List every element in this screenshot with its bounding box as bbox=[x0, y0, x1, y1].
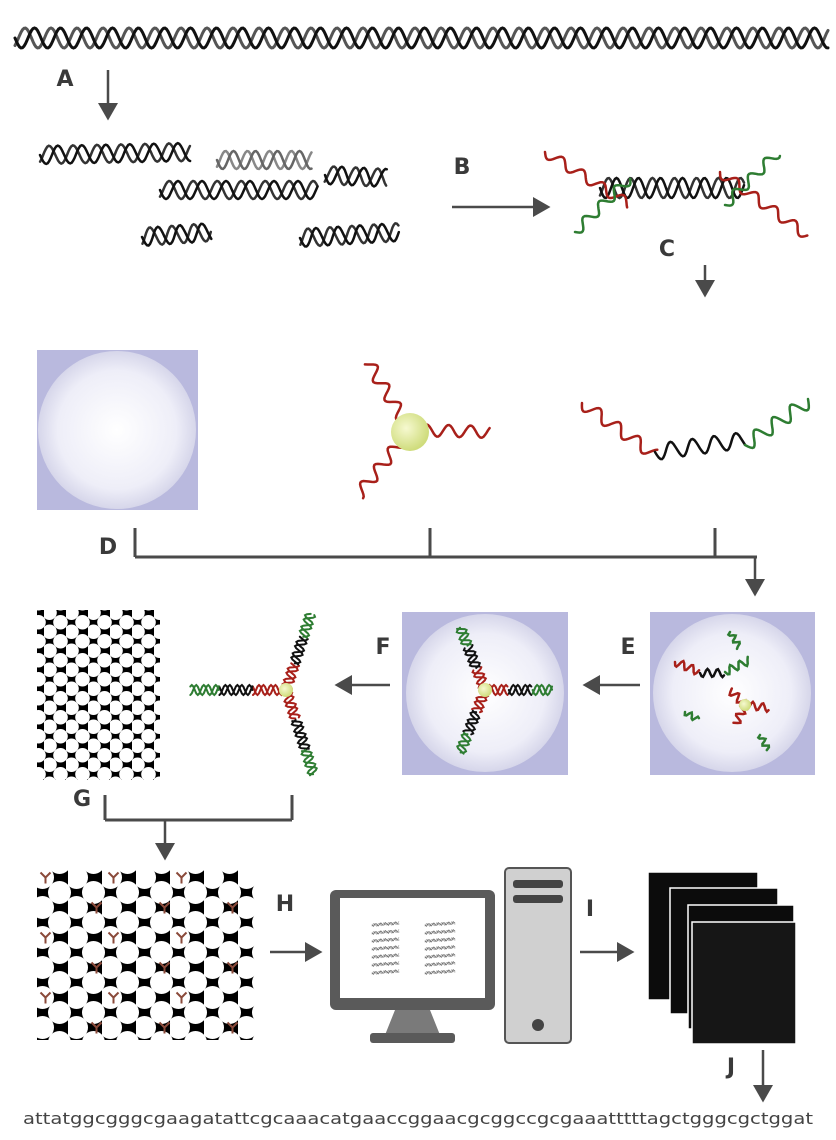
screen bbox=[340, 898, 485, 998]
strand bbox=[745, 399, 809, 448]
honeycomb bbox=[37, 870, 255, 1040]
artwork bbox=[15, 28, 828, 1100]
monitor-base bbox=[370, 1033, 455, 1043]
dna-sequence: attatggcgggcgaagatattcgcaaacatgaaccggaac… bbox=[23, 1109, 813, 1128]
primer-bead bbox=[279, 683, 293, 697]
step-label: J bbox=[725, 1055, 735, 1080]
strand bbox=[655, 433, 745, 459]
power-button bbox=[532, 1019, 544, 1031]
diagram: A B C D E F G H I J attatggcgggcgaagatattcgcaaaca… bbox=[0, 0, 836, 1140]
primer-bead bbox=[478, 683, 492, 697]
monitor-stand bbox=[385, 1010, 440, 1035]
step-label: I bbox=[586, 897, 594, 922]
primer-bead bbox=[739, 699, 751, 711]
tower bbox=[505, 868, 571, 1043]
bead bbox=[38, 351, 196, 509]
honeycomb bbox=[37, 610, 160, 780]
step-label: F bbox=[375, 635, 390, 660]
bead bbox=[653, 614, 811, 772]
step-label: C bbox=[659, 237, 675, 262]
step-label: H bbox=[276, 892, 294, 917]
strand bbox=[725, 156, 780, 206]
step-label: B bbox=[454, 155, 471, 180]
strand bbox=[582, 403, 657, 454]
step-label: D bbox=[99, 535, 117, 560]
drive-slot bbox=[513, 880, 563, 888]
step-label: E bbox=[620, 635, 635, 660]
step-label: A bbox=[56, 67, 73, 92]
image-frame bbox=[692, 922, 796, 1044]
step-label: G bbox=[73, 787, 91, 812]
primer-bead bbox=[391, 413, 429, 451]
drive-slot bbox=[513, 895, 563, 903]
